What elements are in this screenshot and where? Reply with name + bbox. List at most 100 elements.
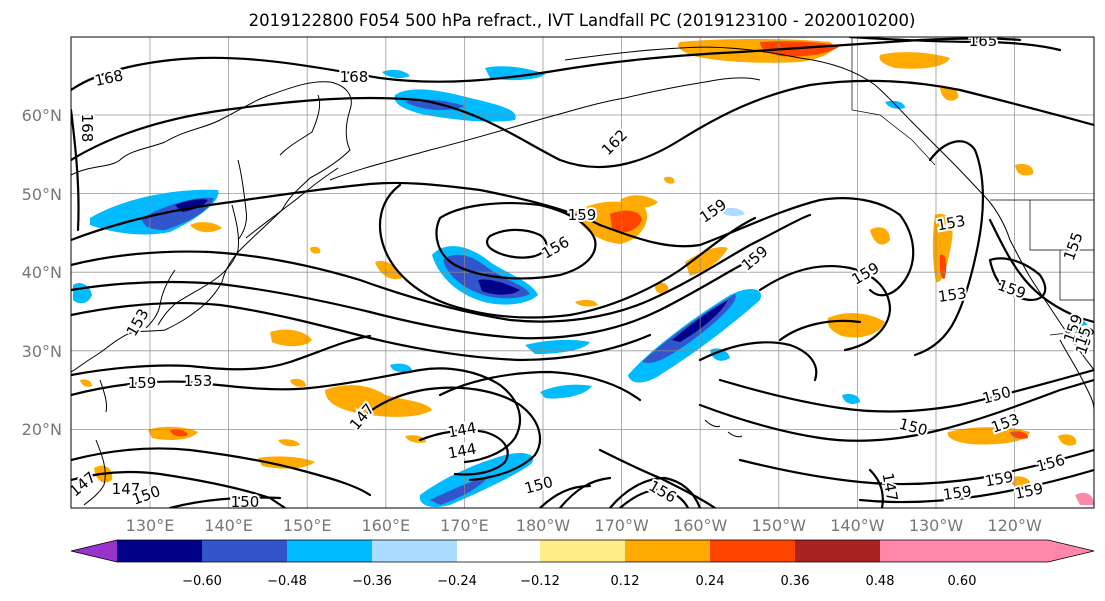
contour-159-north — [71, 181, 915, 297]
border-us-mexico — [1049, 329, 1094, 336]
lon-label: 130°W — [909, 516, 964, 535]
contour-150-sw — [71, 447, 372, 497]
colorbar-extend-left — [71, 540, 117, 562]
colorbar-tick-label: −0.36 — [352, 574, 392, 589]
colorbar-segment — [795, 540, 880, 562]
colorbar-segment — [117, 540, 202, 562]
patch-positive-subtropical — [80, 222, 432, 483]
lon-label: 150°W — [752, 516, 807, 535]
lat-label: 50°N — [22, 185, 62, 204]
colorbar-segment — [202, 540, 287, 562]
coast-kamchatka — [279, 94, 321, 156]
contour-low-east — [988, 257, 1047, 302]
height-contours — [71, 37, 1094, 508]
lon-label: 160°E — [361, 516, 410, 535]
political-borders — [851, 37, 1094, 336]
longitude-axis: 130°E 140°E 150°E 160°E 170°E 180°W 170°… — [126, 516, 1042, 535]
lon-label: 170°W — [594, 516, 649, 535]
contour-147-a — [358, 386, 542, 482]
contour-jet-1 — [71, 213, 812, 323]
coast-korea — [145, 269, 176, 329]
contour-cutoff — [698, 341, 818, 382]
contour-east-150 — [698, 378, 1094, 442]
contour-159-c — [378, 183, 757, 319]
chart-title: 2019122800 F054 500 hPa refract., IVT La… — [249, 11, 916, 30]
contour-label: 168 — [340, 68, 369, 86]
contour-label: 150 — [981, 383, 1013, 408]
contour-147-sw — [71, 470, 287, 508]
colorbar-segment — [710, 540, 795, 562]
contour-sub-east — [758, 264, 892, 352]
coast-sakhalin — [237, 159, 247, 241]
lat-label: 30°N — [22, 342, 62, 361]
contour-east-153 — [718, 368, 1094, 413]
lon-label: 170°E — [440, 516, 489, 535]
colorbar-tick-label: −0.12 — [520, 574, 560, 589]
coast-alaska-peninsula — [624, 77, 761, 99]
colorbar-segment — [625, 540, 710, 562]
map-frame — [70, 36, 1095, 509]
map-panel: 168 168 168 162 165 159 156 159 159 159 … — [70, 32, 1095, 511]
contour-trough-2 — [608, 476, 702, 508]
contour-162 — [71, 79, 1094, 169]
colorbar-tick-label: 0.36 — [781, 574, 810, 589]
colorbar-tick-label: −0.24 — [437, 574, 477, 589]
contour-label: 159 — [128, 374, 157, 392]
contour-east-159 — [858, 468, 1094, 504]
colorbar-outline — [70, 539, 1095, 563]
contour-label: 165 — [969, 32, 998, 50]
lon-label: 140°E — [204, 516, 253, 535]
contour-label: 168 — [78, 114, 96, 143]
contour-sub-east-2 — [778, 319, 862, 342]
lat-label: 60°N — [22, 106, 62, 125]
colorbar-segment — [880, 540, 962, 562]
contour-156-low — [435, 202, 597, 280]
contour-168-b — [71, 108, 80, 232]
lon-label: 140°W — [830, 516, 885, 535]
contour-jet-3 — [71, 301, 652, 362]
contour-ridge-east — [913, 140, 984, 357]
colorbar-tick-label: 0.60 — [948, 574, 977, 589]
colorbar-tick-label: 0.24 — [696, 574, 725, 589]
border-alaska-canada — [851, 37, 936, 166]
coast-kurils — [245, 167, 339, 239]
colorbar-tick-label: −0.48 — [267, 574, 307, 589]
lat-label: 20°N — [22, 420, 62, 439]
lon-label: 160°W — [673, 516, 728, 535]
contour-trough-3 — [618, 488, 690, 508]
coast-hawaii — [704, 419, 743, 438]
coast-asia — [71, 81, 352, 373]
coast-aleutians — [329, 97, 626, 181]
contour-label: 147 — [112, 480, 141, 498]
colorbar-segment — [372, 540, 457, 562]
lat-label: 40°N — [22, 263, 62, 282]
coast-japan — [157, 204, 239, 326]
contour-south-mid — [438, 370, 642, 402]
lon-label: 130°E — [126, 516, 175, 535]
border-us-states — [1029, 200, 1094, 301]
lon-label: 120°W — [987, 516, 1042, 535]
colorbar-segment — [457, 540, 540, 562]
contour-east-147 — [868, 468, 884, 508]
colorbar-tick-label: 0.12 — [611, 574, 640, 589]
contour-150-s — [168, 496, 282, 508]
coastlines — [71, 46, 1094, 506]
contour-144 — [418, 429, 509, 476]
lon-label: 150°E — [283, 516, 332, 535]
contour-153-low — [485, 228, 548, 259]
contour-label: 159 — [568, 206, 597, 224]
contour-trough-5 — [538, 484, 592, 508]
contour-153-south — [71, 367, 522, 464]
coast-alaska — [564, 46, 1094, 371]
contour-label: 150 — [231, 493, 260, 511]
colorbar-extend-right — [962, 540, 1094, 562]
colorbar: −0.60 −0.48 −0.36 −0.24 −0.12 0.12 0.24 … — [70, 539, 1095, 589]
contour-east-156 — [738, 448, 1094, 486]
colorbar-tick-label: −0.60 — [182, 574, 222, 589]
contour-jet-2 — [71, 253, 762, 340]
lon-label: 180°W — [516, 516, 571, 535]
colorbar-segment — [540, 540, 625, 562]
coast-baja — [1059, 339, 1094, 411]
latitude-axis: 60°N 50°N 40°N 30°N 20°N — [22, 106, 62, 439]
contour-159-south — [71, 334, 372, 377]
